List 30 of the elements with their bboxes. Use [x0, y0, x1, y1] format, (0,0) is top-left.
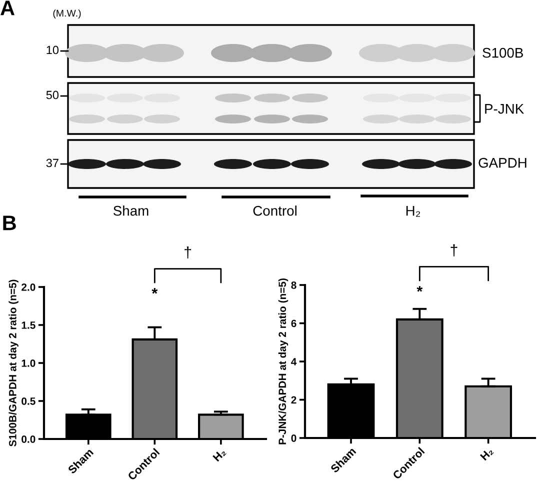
text: †	[184, 246, 192, 259]
text: P-JNK	[485, 104, 524, 114]
y-tick-label: 4	[291, 358, 297, 366]
annotation: *	[416, 286, 423, 292]
y-tick-label: 0.5	[22, 398, 36, 405]
text: S100B	[482, 48, 523, 58]
y-tick-label: 1.5	[22, 322, 36, 329]
y-tick-label: 2.0	[22, 284, 36, 291]
text: 10	[46, 46, 59, 54]
text: †	[450, 244, 458, 256]
annotation: *	[152, 288, 158, 294]
text: GAPDH	[478, 158, 526, 168]
text: 37	[46, 158, 58, 168]
text: H₂	[406, 206, 420, 217]
text: Sham	[113, 206, 148, 216]
x-tick-label: H₂	[480, 447, 494, 461]
y-tick-label: 0.0	[22, 436, 36, 443]
y-axis-title: S100B/GAPDH at day 2 ratio (n=5)	[8, 280, 18, 446]
text: (M.W.)	[53, 9, 81, 19]
chart-title: B	[3, 216, 16, 230]
text: A	[0, 0, 14, 16]
x-tick-label: H₂	[212, 448, 226, 462]
y-tick-label: 1.0	[22, 360, 36, 367]
y-tick-label: 2	[291, 396, 296, 404]
y-tick-label: 6	[291, 320, 296, 328]
y-tick-label: 0	[291, 434, 296, 442]
text: Control	[253, 206, 296, 216]
text: 50	[46, 90, 59, 100]
y-axis-title: P-JNK/GAPDH at day 2 ratio (n=5)	[278, 278, 288, 444]
y-tick-label: 8	[291, 282, 296, 289]
